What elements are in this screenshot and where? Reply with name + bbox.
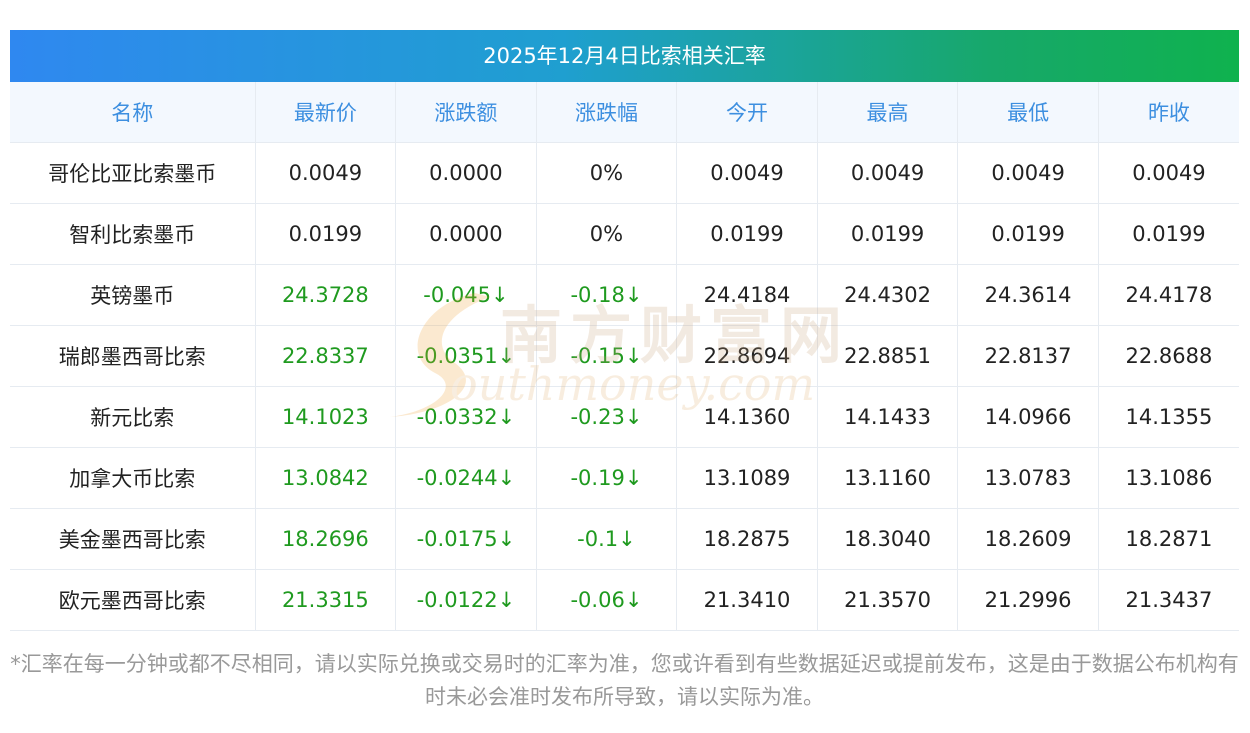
prev-close-cell: 21.3437 bbox=[1098, 569, 1239, 631]
change-pct-cell: 0% bbox=[536, 142, 678, 204]
prev-close-cell: 24.4178 bbox=[1098, 264, 1239, 326]
prev-close-cell: 13.1086 bbox=[1098, 447, 1239, 509]
column-header: 最新价 bbox=[255, 82, 397, 143]
change-cell: -0.0175↓ bbox=[395, 508, 537, 570]
change-cell: -0.045↓ bbox=[395, 264, 537, 326]
high-cell: 0.0199 bbox=[817, 203, 959, 265]
open-cell: 0.0049 bbox=[676, 142, 818, 204]
column-header: 最高 bbox=[817, 82, 959, 143]
name-cell: 欧元墨西哥比索 bbox=[10, 569, 256, 631]
rate-table: 名称 最新价 涨跌额 涨跌幅 今开 最高 最低 昨收 哥伦比亚比索墨币 0.0049 0.0000… bbox=[10, 82, 1239, 631]
high-cell: 22.8851 bbox=[817, 325, 959, 387]
low-cell: 0.0049 bbox=[957, 142, 1099, 204]
open-cell: 13.1089 bbox=[676, 447, 818, 509]
table-body: 哥伦比亚比索墨币 0.0049 0.0000 0% 0.0049 0.0049 0.0049… bbox=[10, 142, 1239, 631]
latest-cell: 0.0199 bbox=[255, 203, 397, 265]
high-cell: 13.1160 bbox=[817, 447, 959, 509]
change-pct-cell: -0.15↓ bbox=[536, 325, 678, 387]
change-pct-cell: -0.1↓ bbox=[536, 508, 678, 570]
open-cell: 0.0199 bbox=[676, 203, 818, 265]
prev-close-cell: 18.2871 bbox=[1098, 508, 1239, 570]
column-header: 昨收 bbox=[1098, 82, 1239, 143]
open-cell: 14.1360 bbox=[676, 386, 818, 448]
column-header: 涨跌幅 bbox=[536, 82, 678, 143]
rate-table-container: 2025年12月4日比索相关汇率 名称 最新价 涨跌额 涨跌幅 今开 最高 最低 昨收 哥伦比… bbox=[10, 30, 1239, 631]
column-header: 名称 bbox=[10, 82, 256, 143]
table-row: 瑞郎墨西哥比索 22.8337 -0.0351↓ -0.15↓ 22.8694 22.88… bbox=[10, 325, 1239, 387]
footnote: *汇率在每一分钟或都不尽相同，请以实际兑换或交易时的汇率为准，您或许看到有些数据… bbox=[10, 652, 1239, 709]
latest-cell: 21.3315 bbox=[255, 569, 397, 631]
high-cell: 24.4302 bbox=[817, 264, 959, 326]
open-cell: 21.3410 bbox=[676, 569, 818, 631]
change-cell: -0.0122↓ bbox=[395, 569, 537, 631]
table-row: 智利比索墨币 0.0199 0.0000 0% 0.0199 0.0199 0.0199 0.… bbox=[10, 203, 1239, 265]
name-cell: 哥伦比亚比索墨币 bbox=[10, 142, 256, 204]
column-header: 最低 bbox=[957, 82, 1099, 143]
open-cell: 24.4184 bbox=[676, 264, 818, 326]
name-cell: 智利比索墨币 bbox=[10, 203, 256, 265]
name-cell: 新元比索 bbox=[10, 386, 256, 448]
column-header: 今开 bbox=[676, 82, 818, 143]
table-row: 加拿大币比索 13.0842 -0.0244↓ -0.19↓ 13.1089 13.116… bbox=[10, 447, 1239, 509]
low-cell: 21.2996 bbox=[957, 569, 1099, 631]
latest-cell: 18.2696 bbox=[255, 508, 397, 570]
open-cell: 18.2875 bbox=[676, 508, 818, 570]
prev-close-cell: 0.0199 bbox=[1098, 203, 1239, 265]
high-cell: 21.3570 bbox=[817, 569, 959, 631]
low-cell: 22.8137 bbox=[957, 325, 1099, 387]
table-row: 哥伦比亚比索墨币 0.0049 0.0000 0% 0.0049 0.0049 0.0049… bbox=[10, 142, 1239, 204]
latest-cell: 0.0049 bbox=[255, 142, 397, 204]
latest-cell: 24.3728 bbox=[255, 264, 397, 326]
prev-close-cell: 22.8688 bbox=[1098, 325, 1239, 387]
change-pct-cell: -0.19↓ bbox=[536, 447, 678, 509]
latest-cell: 22.8337 bbox=[255, 325, 397, 387]
change-cell: -0.0332↓ bbox=[395, 386, 537, 448]
prev-close-cell: 14.1355 bbox=[1098, 386, 1239, 448]
latest-cell: 13.0842 bbox=[255, 447, 397, 509]
change-cell: -0.0351↓ bbox=[395, 325, 537, 387]
name-cell: 美金墨西哥比索 bbox=[10, 508, 256, 570]
table-title: 2025年12月4日比索相关汇率 bbox=[10, 30, 1239, 82]
change-cell: 0.0000 bbox=[395, 203, 537, 265]
name-cell: 瑞郎墨西哥比索 bbox=[10, 325, 256, 387]
low-cell: 0.0199 bbox=[957, 203, 1099, 265]
column-header: 涨跌额 bbox=[395, 82, 537, 143]
change-pct-cell: -0.06↓ bbox=[536, 569, 678, 631]
table-row: 英镑墨币 24.3728 -0.045↓ -0.18↓ 24.4184 24.4302 24… bbox=[10, 264, 1239, 326]
prev-close-cell: 0.0049 bbox=[1098, 142, 1239, 204]
table-row: 欧元墨西哥比索 21.3315 -0.0122↓ -0.06↓ 21.3410 21.35… bbox=[10, 569, 1239, 631]
change-cell: -0.0244↓ bbox=[395, 447, 537, 509]
change-pct-cell: -0.23↓ bbox=[536, 386, 678, 448]
low-cell: 14.0966 bbox=[957, 386, 1099, 448]
open-cell: 22.8694 bbox=[676, 325, 818, 387]
high-cell: 0.0049 bbox=[817, 142, 959, 204]
name-cell: 英镑墨币 bbox=[10, 264, 256, 326]
high-cell: 18.3040 bbox=[817, 508, 959, 570]
high-cell: 14.1433 bbox=[817, 386, 959, 448]
change-pct-cell: 0% bbox=[536, 203, 678, 265]
low-cell: 18.2609 bbox=[957, 508, 1099, 570]
change-pct-cell: -0.18↓ bbox=[536, 264, 678, 326]
table-row: 美金墨西哥比索 18.2696 -0.0175↓ -0.1↓ 18.2875 18.304… bbox=[10, 508, 1239, 570]
name-cell: 加拿大币比索 bbox=[10, 447, 256, 509]
low-cell: 13.0783 bbox=[957, 447, 1099, 509]
table-header: 名称 最新价 涨跌额 涨跌幅 今开 最高 最低 昨收 bbox=[10, 82, 1239, 143]
low-cell: 24.3614 bbox=[957, 264, 1099, 326]
change-cell: 0.0000 bbox=[395, 142, 537, 204]
table-row: 新元比索 14.1023 -0.0332↓ -0.23↓ 14.1360 14.1433 1… bbox=[10, 386, 1239, 448]
latest-cell: 14.1023 bbox=[255, 386, 397, 448]
